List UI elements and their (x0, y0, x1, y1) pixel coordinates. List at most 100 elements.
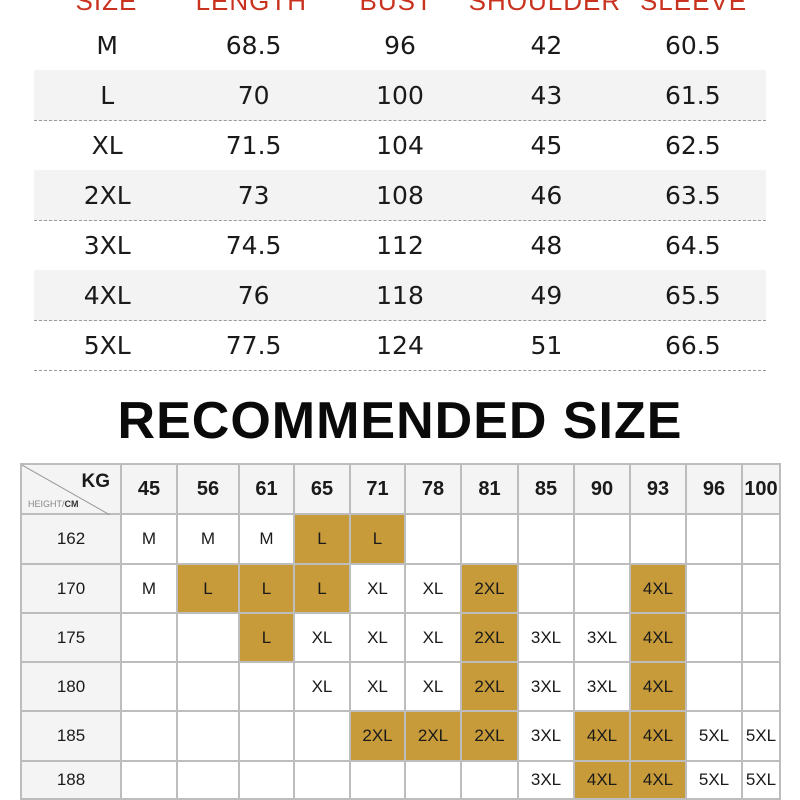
height-axis-label-b: CM (64, 499, 79, 509)
size-cell: 42 (530, 30, 563, 60)
size-cell: 49 (530, 280, 563, 310)
size-cell: 51 (530, 330, 563, 360)
size-cell: 96 (384, 30, 416, 60)
recommended-size-cell (122, 762, 176, 798)
size-chart-header: SIZE LENGTH BUST SHOULDER SLEEVE (34, 0, 766, 16)
size-cell: 4XL (83, 280, 131, 310)
recommended-size-cell: 3XL (575, 614, 629, 661)
recommended-size-cell (122, 614, 176, 661)
recommended-size-cell (575, 515, 629, 563)
recommended-size-cell: M (122, 565, 176, 612)
recommended-size-cell (631, 515, 685, 563)
header-bust: BUST (359, 0, 433, 16)
size-cell: 5XL (83, 330, 131, 360)
recommended-size-cell: XL (295, 663, 349, 710)
size-cell: 104 (376, 130, 424, 160)
size-cell: 71.5 (225, 130, 282, 160)
size-cell: 70 (237, 80, 270, 110)
recommended-size-cell (462, 762, 517, 798)
size-row: 5XL 77.5 124 51 66.5 (34, 320, 766, 371)
header-length: LENGTH (195, 0, 308, 16)
recommended-size-cell-highlighted: 4XL (575, 762, 629, 798)
recommended-size-cell: XL (351, 663, 404, 710)
size-cell: 2XL (83, 180, 131, 210)
recommended-size-cell: 3XL (519, 762, 573, 798)
recommended-size-cell: 5XL (687, 712, 741, 760)
height-header-cell: 185 (22, 712, 120, 760)
recommended-size-cell: XL (295, 614, 349, 661)
size-cell: 3XL (83, 230, 131, 260)
size-cell: 62.5 (664, 130, 721, 160)
recommended-size-cell (295, 762, 349, 798)
recommended-size-cell-highlighted: 4XL (631, 762, 685, 798)
recommended-size-cell (406, 762, 460, 798)
recommended-size-cell: 3XL (519, 663, 573, 710)
header-sleeve: SLEEVE (639, 0, 748, 16)
recommended-size-cell (178, 663, 238, 710)
recommended-size-cell (687, 565, 741, 612)
size-cell: 61.5 (664, 80, 721, 110)
weight-axis-label: KG (81, 471, 111, 492)
size-cell: XL (91, 130, 123, 160)
size-row: M 68.5 96 42 60.5 (34, 20, 766, 71)
header-size: SIZE (75, 0, 138, 16)
weight-header-cell: 81 (462, 465, 517, 513)
recommended-size-cell: 3XL (575, 663, 629, 710)
recommended-size-grid: KG HEIGHT/CM 45 56 61 65 71 78 81 85 90 93 96 100 16… (20, 463, 781, 800)
recommended-size-cell: XL (406, 565, 460, 612)
recommended-size-cell-highlighted: L (295, 515, 349, 563)
recommended-size-cell (519, 515, 573, 563)
size-cell: 60.5 (664, 30, 721, 60)
size-cell: 77.5 (225, 330, 282, 360)
recommended-size-cell-highlighted: 4XL (631, 663, 685, 710)
recommended-size-cell (687, 663, 741, 710)
recommended-size-cell: M (240, 515, 293, 563)
recommended-size-cell-highlighted: 2XL (462, 565, 517, 612)
recommended-size-cell (743, 614, 779, 661)
size-cell: 124 (376, 330, 424, 360)
height-header-cell: 175 (22, 614, 120, 661)
recommended-size-cell (687, 614, 741, 661)
recommended-size-cell: 3XL (519, 614, 573, 661)
size-row: 2XL 73 108 46 63.5 (34, 170, 766, 221)
weight-header-cell: 56 (178, 465, 238, 513)
size-cell: 112 (376, 230, 424, 260)
recommended-size-cell: M (178, 515, 238, 563)
size-cell: M (96, 30, 118, 60)
recommended-size-cell-highlighted: L (240, 614, 293, 661)
size-cell: L (100, 80, 115, 110)
recommended-size-cell: XL (406, 614, 460, 661)
recommended-size-cell (240, 663, 293, 710)
size-cell: 66.5 (664, 330, 721, 360)
height-header-cell: 162 (22, 515, 120, 563)
recommended-size-cell: XL (351, 565, 404, 612)
recommended-size-cell (122, 712, 176, 760)
recommended-size-cell (687, 515, 741, 563)
size-chart-table: SIZE LENGTH BUST SHOULDER SLEEVE M 68.5 96… (34, 0, 766, 372)
recommended-size-cell-highlighted: L (240, 565, 293, 612)
weight-header-cell: 96 (687, 465, 741, 513)
size-row: 4XL 76 118 49 65.5 (34, 270, 766, 321)
height-header-cell: 170 (22, 565, 120, 612)
recommended-size-cell (743, 663, 779, 710)
size-cell: 43 (530, 80, 563, 110)
recommended-size-cell-highlighted: 2XL (351, 712, 404, 760)
diagonal-divider-icon (22, 465, 110, 515)
recommended-size-cell-highlighted: 4XL (631, 614, 685, 661)
recommended-size-cell (122, 663, 176, 710)
recommended-size-cell (406, 515, 460, 563)
weight-header-cell: 71 (351, 465, 404, 513)
size-cell: 63.5 (664, 180, 721, 210)
size-cell: 100 (376, 80, 424, 110)
weight-header-cell: 93 (631, 465, 685, 513)
recommended-size-cell: M (122, 515, 176, 563)
recommended-size-cell (178, 762, 238, 798)
recommended-size-cell (240, 762, 293, 798)
weight-header-cell: 65 (295, 465, 349, 513)
size-cell: 65.5 (664, 280, 721, 310)
recommended-size-cell: 5XL (743, 712, 779, 760)
recommended-size-cell-highlighted: L (178, 565, 238, 612)
weight-header-cell: 100 (743, 465, 779, 513)
header-shoulder: SHOULDER (468, 0, 622, 16)
size-cell: 68.5 (225, 30, 282, 60)
